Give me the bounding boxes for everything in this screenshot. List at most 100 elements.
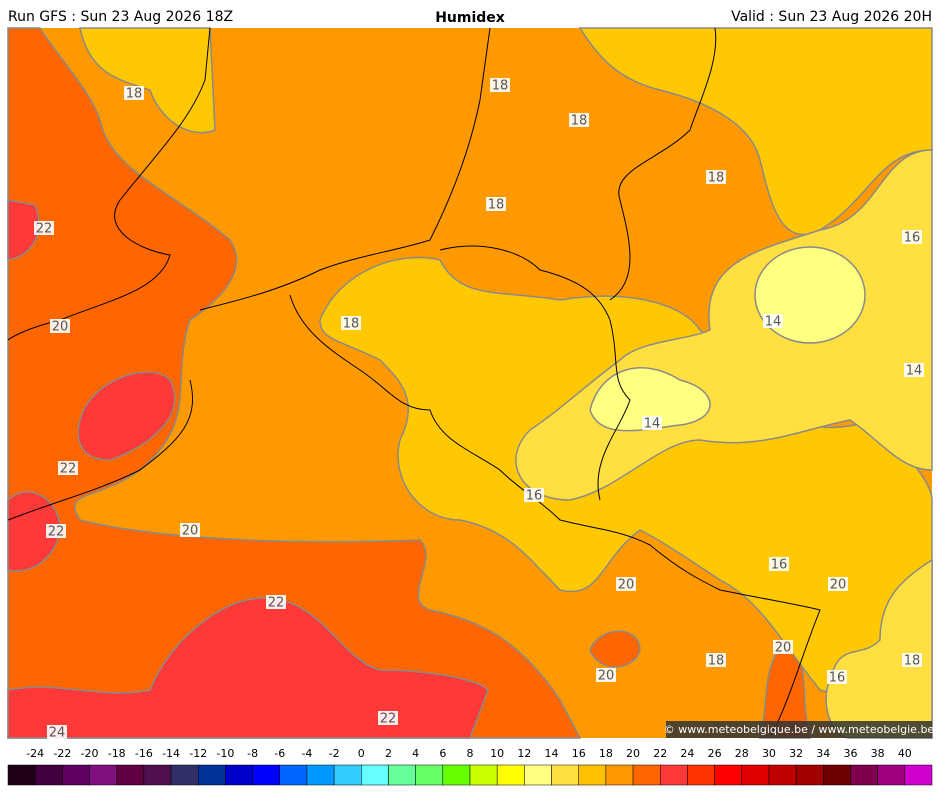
- colorbar-tick-label: 2: [385, 747, 392, 760]
- contour-label: 24: [49, 726, 66, 741]
- colorbar-box: [143, 764, 172, 786]
- colorbar-box: [632, 764, 661, 786]
- colorbar-tick-label: -22: [53, 747, 71, 760]
- contour-label: 14: [765, 315, 782, 330]
- contour-label-box: [616, 577, 636, 591]
- credit-box: [666, 721, 932, 738]
- colorbar-box: [279, 764, 308, 786]
- colorbar-tick-label: 22: [653, 747, 667, 760]
- colorbar-box: [415, 764, 444, 786]
- contour-label: 18: [708, 654, 725, 669]
- contour-label: 22: [380, 712, 397, 727]
- colorbar-tick-label: -14: [162, 747, 180, 760]
- colorbar-tick-label: -10: [216, 747, 234, 760]
- colorbar-tick-label: -2: [329, 747, 340, 760]
- contour-label-box: [58, 461, 78, 475]
- colorbar-box: [306, 764, 335, 786]
- colorbar-box: [741, 764, 770, 786]
- map-area: [7, 27, 933, 739]
- zone-22: [7, 27, 582, 739]
- colorbar-tick-label: -6: [274, 747, 285, 760]
- colorbar-box: [877, 764, 906, 786]
- contour-label: 22: [48, 525, 65, 540]
- contour-label: 18: [488, 198, 505, 213]
- contour-label: 20: [618, 578, 635, 593]
- colorbar-tick-label: 28: [735, 747, 749, 760]
- contour-label-box: [706, 653, 726, 667]
- coastline: [199, 27, 491, 311]
- colorbar: -24 -22 -20 -18 -16 -14 -12 -10 -8 -6 -4 -2 0 2 4 6 8 10 1…: [7, 747, 933, 786]
- colorbar-tick-label: 0: [358, 747, 365, 760]
- contour-label: 22: [268, 596, 285, 611]
- colorbar-box: [7, 764, 36, 786]
- colorbar-tick-label: 6: [439, 747, 446, 760]
- contour-label-box: [524, 488, 544, 502]
- coastline: [7, 379, 194, 521]
- colorbar-box: [578, 764, 607, 786]
- zone-24: [7, 199, 40, 261]
- colorbar-tick-label: 20: [626, 747, 640, 760]
- contour-label: 20: [830, 578, 847, 593]
- contour-label: 22: [36, 222, 53, 237]
- country-border: [289, 294, 821, 739]
- colorbar-tick-label: 18: [599, 747, 613, 760]
- colorbar-tick-label: 4: [412, 747, 419, 760]
- contour-label-box: [827, 670, 847, 684]
- colorbar-box: [823, 764, 851, 786]
- colorbar-box: [496, 764, 525, 786]
- colorbar-tick-label: -24: [26, 747, 44, 760]
- contour-label-box: [378, 711, 398, 725]
- contour-label-box: [569, 113, 589, 127]
- country-border: [609, 27, 717, 301]
- contour-label-box: [769, 557, 789, 571]
- colorbar-box: [89, 764, 117, 786]
- colorbar-tick-label: 26: [708, 747, 722, 760]
- colorbar-box: [116, 764, 145, 786]
- colorbar-box: [605, 764, 634, 786]
- colorbar-tick-label: 38: [871, 747, 885, 760]
- colorbar-tick-label: -8: [247, 747, 258, 760]
- contour-label-box: [904, 363, 924, 377]
- contour-label: 16: [904, 231, 921, 246]
- contour-label: 20: [598, 669, 615, 684]
- run-label: Run GFS : Sun 23 Aug 2026 18Z: [8, 9, 233, 25]
- colorbar-box: [442, 764, 471, 786]
- colorbar-box: [551, 764, 579, 786]
- contour-label-box: [46, 524, 66, 538]
- contour-label: 18: [492, 79, 509, 94]
- contour-label-box: [902, 230, 922, 244]
- colorbar-tick-label: 12: [517, 747, 531, 760]
- contour-label-box: [180, 523, 200, 537]
- contour-label: 18: [904, 654, 921, 669]
- contour-label: 18: [126, 87, 143, 102]
- contour-label: 20: [182, 524, 199, 539]
- contour-label-box: [706, 170, 726, 184]
- zone-18: [79, 27, 216, 134]
- colorbar-box: [524, 764, 552, 786]
- contour-label: 22: [60, 462, 77, 477]
- contour-label-box: [47, 725, 67, 739]
- contour-label: 20: [775, 641, 792, 656]
- colorbar-tick-label: -12: [189, 747, 207, 760]
- colorbar-box: [361, 764, 389, 786]
- contour-label-box: [341, 316, 361, 330]
- contour-label-box: [490, 78, 510, 92]
- contour-label: 20: [52, 320, 69, 335]
- colorbar-tick-label: 32: [789, 747, 803, 760]
- colorbar-tick-label: -16: [135, 747, 153, 760]
- colorbar-tick-label: -18: [108, 747, 126, 760]
- colorbar-box: [659, 764, 688, 786]
- zone-18: [319, 256, 933, 739]
- colorbar-box: [687, 764, 715, 786]
- colorbar-tick-label: 16: [572, 747, 586, 760]
- contour-label-box: [773, 640, 793, 654]
- colorbar-box: [850, 764, 878, 786]
- contour-label-box: [50, 319, 70, 333]
- colorbar-box: [469, 764, 498, 786]
- colorbar-box: [225, 764, 253, 786]
- colorbar-tick-label: 24: [680, 747, 694, 760]
- contour-label: 16: [526, 489, 543, 504]
- colorbar-box: [170, 764, 199, 786]
- contour-label-box: [828, 577, 848, 591]
